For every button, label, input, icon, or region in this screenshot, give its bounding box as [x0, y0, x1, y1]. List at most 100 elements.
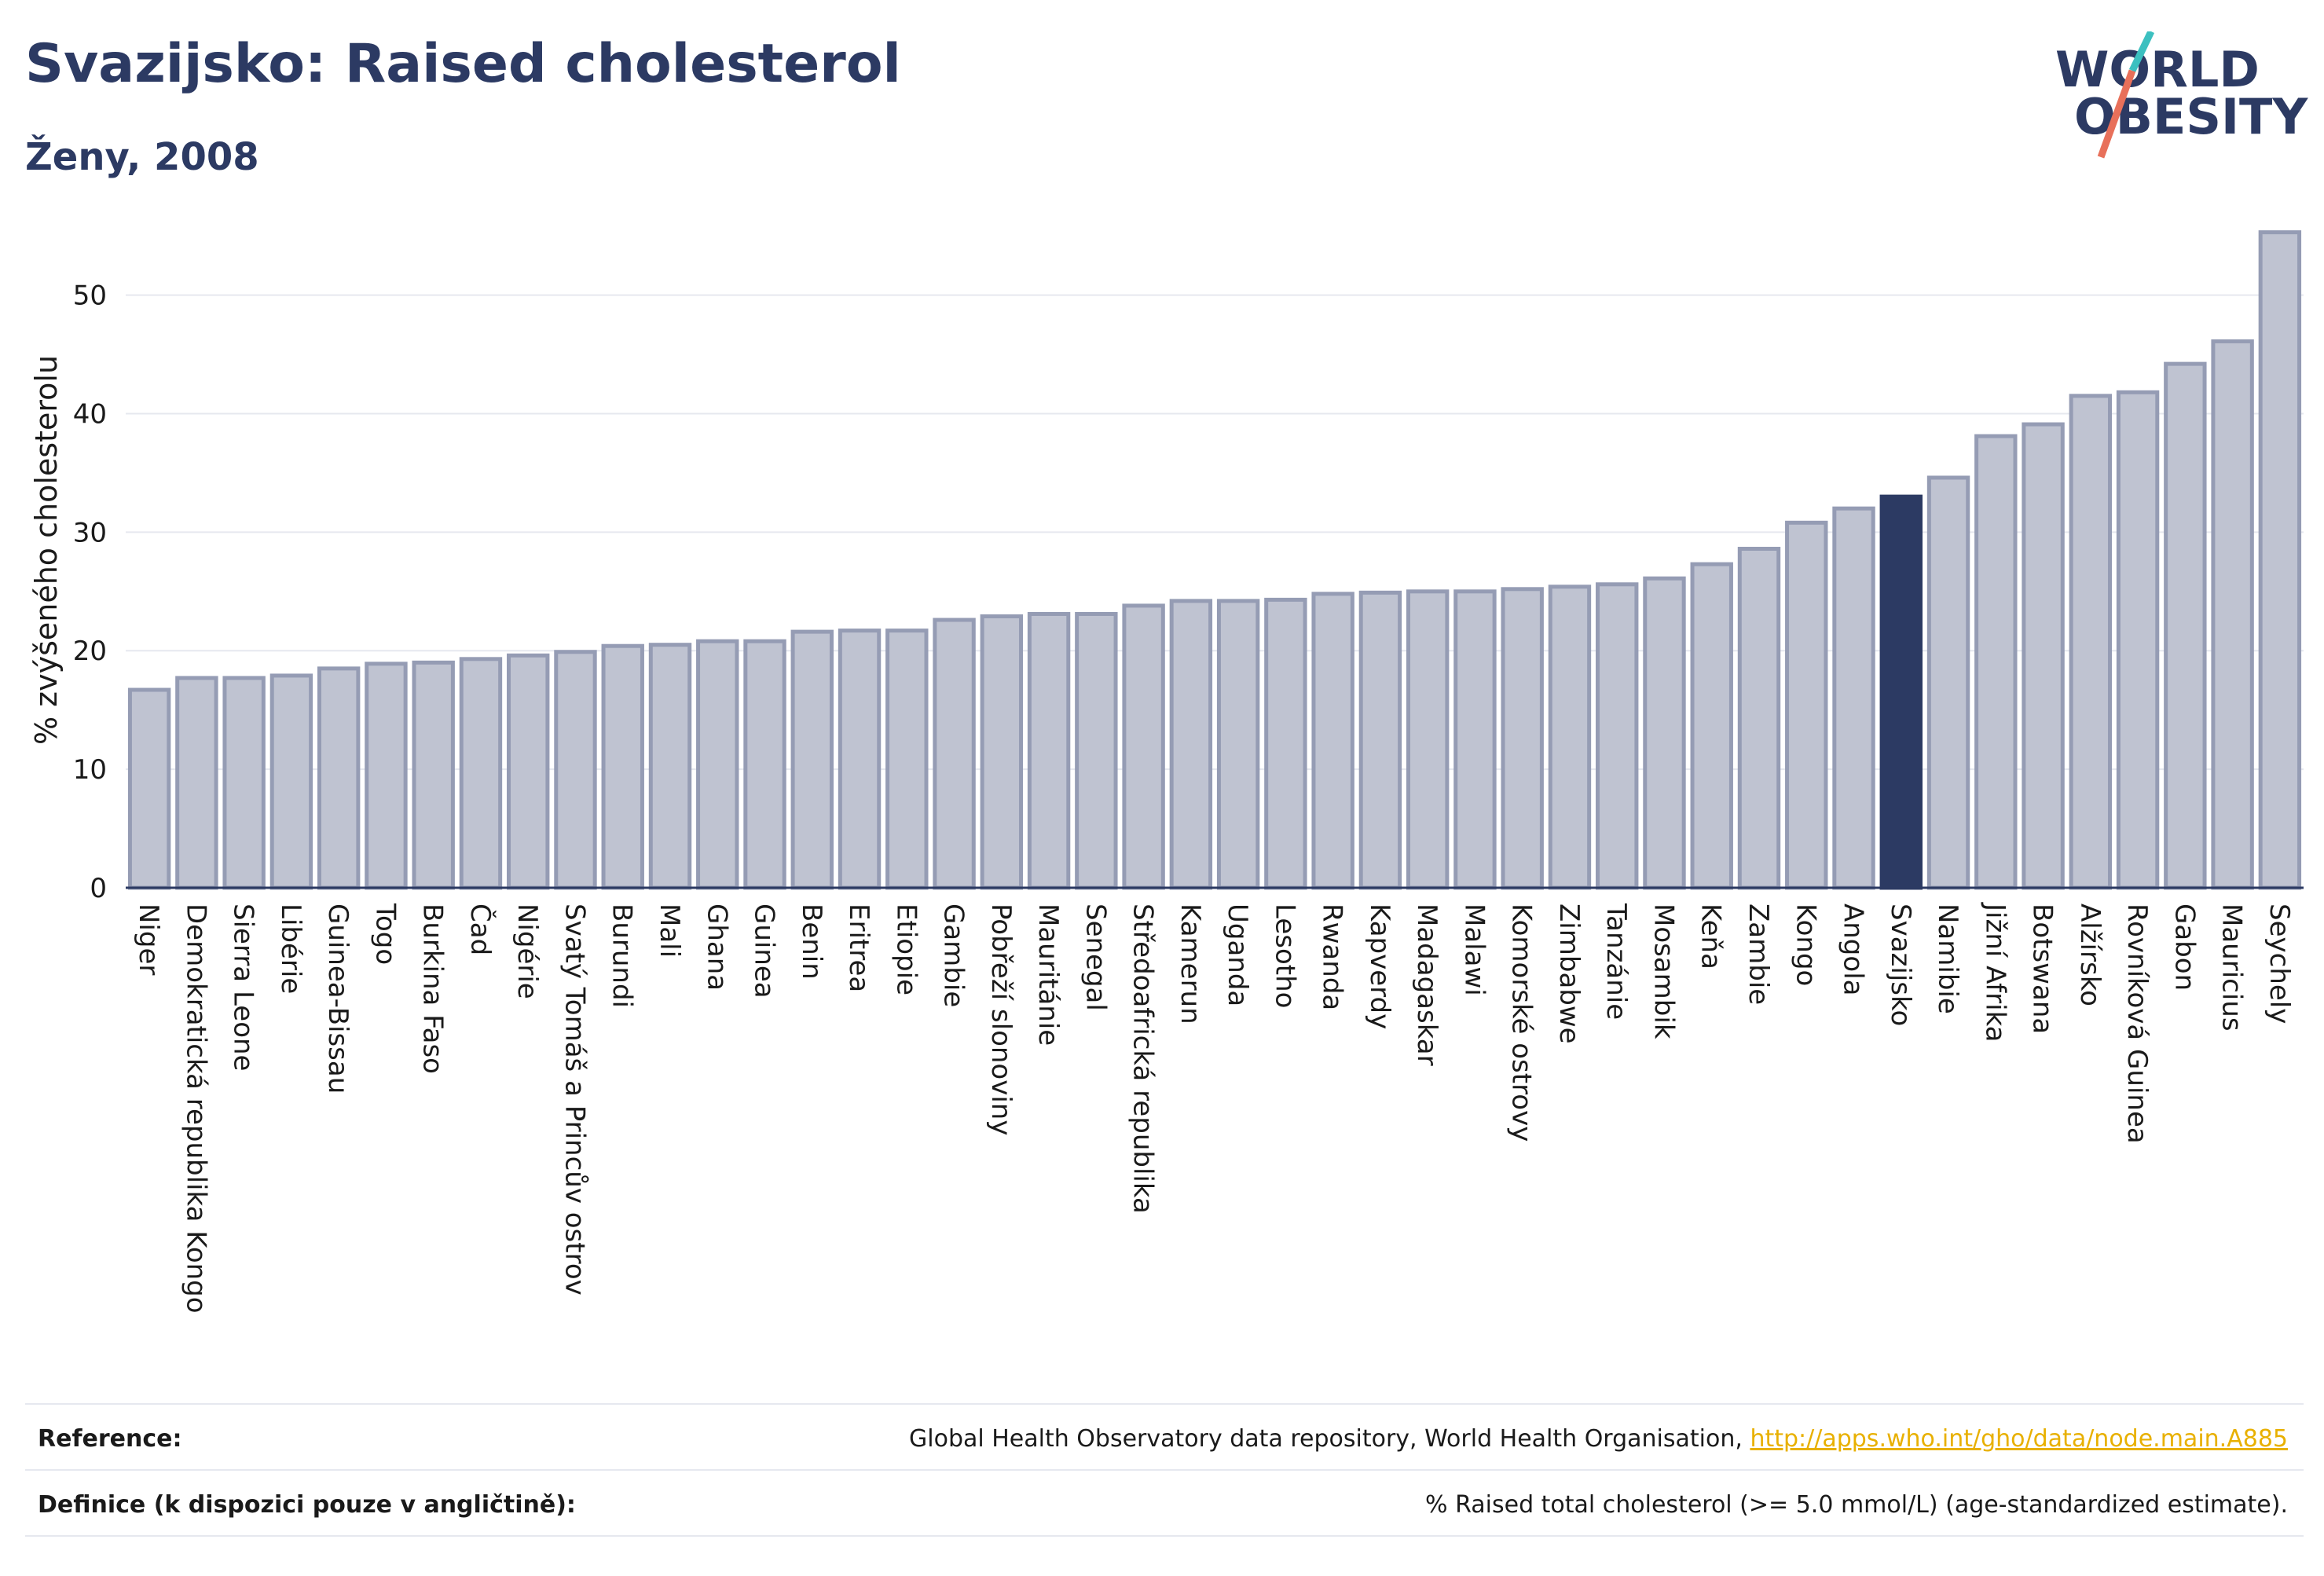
x-tick-label: Kapverdy — [1364, 903, 1395, 1029]
bar — [790, 629, 834, 890]
logo-line1: WORLD — [2055, 41, 2260, 98]
bar — [1832, 506, 1875, 890]
bar — [933, 618, 976, 890]
x-tick-label: Seychely — [2264, 903, 2295, 1024]
x-tick-label: Mauritánie — [1032, 903, 1064, 1046]
world-obesity-logo: WORLD OBESITY — [2055, 31, 2308, 159]
x-tick-label: Gabon — [2168, 903, 2200, 991]
bar — [1596, 582, 1639, 890]
x-tick-label: Tanzánie — [1600, 903, 1632, 1020]
x-tick-label: Guinea — [749, 903, 780, 999]
bar — [554, 650, 597, 890]
bar — [365, 662, 408, 890]
x-tick-label: Čad — [464, 903, 497, 955]
x-tick-label: Kongo — [1790, 903, 1821, 986]
x-tick-label: Lesotho — [1269, 903, 1300, 1008]
x-tick-label: Angola — [1838, 903, 1869, 995]
bar — [1548, 585, 1592, 890]
x-tick-label: Svatý Tomáš a Princův ostrov — [559, 903, 590, 1296]
logo-slash-coral — [2097, 69, 2136, 159]
bar — [1737, 546, 1781, 890]
bar — [1264, 597, 1307, 890]
bar — [222, 676, 266, 890]
bar — [1690, 562, 1733, 890]
bar — [1453, 589, 1497, 890]
reference-text: Global Health Observatory data repositor… — [909, 1425, 1750, 1453]
x-tick-label: Svazijsko — [1885, 903, 1916, 1026]
x-tick-label: Demokratická republika Kongo — [180, 903, 211, 1314]
bar — [1926, 475, 1970, 890]
y-tick-label: 10 — [73, 754, 107, 786]
bar — [648, 643, 692, 890]
bar — [2116, 390, 2160, 890]
bar — [2211, 339, 2254, 890]
x-tick-label: Niger — [133, 903, 164, 975]
footer-divider-top — [25, 1403, 2304, 1405]
x-tick-label: Nigérie — [511, 903, 543, 999]
bar — [2022, 422, 2065, 890]
bar-highlight — [1879, 494, 1923, 890]
x-tick-label: Sierra Leone — [228, 903, 259, 1071]
x-tick-label: Zambie — [1743, 903, 1774, 1005]
y-tick-label: 20 — [73, 636, 107, 667]
x-tick-label: Ghana — [701, 903, 732, 991]
y-tick-label: 0 — [90, 873, 107, 904]
reference-value: Global Health Observatory data repositor… — [909, 1425, 2288, 1453]
y-axis-label: % zvýšeného cholesterolu — [29, 355, 64, 745]
bar — [885, 629, 929, 890]
y-tick-label: 50 — [73, 280, 107, 312]
bar — [2258, 230, 2302, 890]
bar — [412, 660, 455, 890]
bar — [317, 666, 361, 890]
x-tick-label: Pobřeží slonoviny — [985, 903, 1017, 1135]
x-tick-label: Středoafrická republika — [1127, 903, 1159, 1214]
bar — [127, 687, 171, 890]
definition-value: % Raised total cholesterol (>= 5.0 mmol/… — [1425, 1491, 2288, 1519]
bar — [1501, 587, 1544, 890]
x-tick-label: Rovníková Guinea — [2121, 903, 2153, 1144]
bar — [459, 657, 503, 890]
reference-label: Reference: — [38, 1425, 182, 1453]
x-tick-label: Rwanda — [1317, 903, 1348, 1010]
page-subtitle: Ženy, 2008 — [25, 135, 259, 179]
x-tick-label: Malawi — [1458, 903, 1490, 996]
bar — [2164, 361, 2207, 890]
bar-chart: 0 10 20 30 40 50 % zvýšeného cholesterolu Niger… — [29, 230, 2304, 1314]
x-tick-label: Komorské ostrovy — [1506, 903, 1538, 1142]
bar — [1216, 599, 1260, 890]
bar — [980, 614, 1024, 890]
x-tick-label: Mali — [654, 903, 685, 958]
x-tick-label: Uganda — [1222, 903, 1253, 1006]
y-tick-label: 30 — [73, 517, 107, 548]
bar — [838, 629, 882, 890]
bar — [1075, 611, 1118, 890]
x-tick-label: Alžírsko — [2074, 903, 2106, 1006]
footer-divider-middle — [25, 1469, 2304, 1471]
bar — [1358, 590, 1402, 890]
bar — [1027, 611, 1071, 890]
x-tick-label: Gambie — [938, 903, 970, 1007]
x-tick-label: Etiopie — [890, 903, 922, 995]
x-tick-label: Madagaskar — [1411, 903, 1442, 1066]
bar — [743, 639, 786, 890]
bar — [175, 676, 218, 890]
bar — [601, 643, 644, 890]
x-tick-label: Mosambik — [1648, 903, 1679, 1039]
bar — [2069, 394, 2113, 890]
bar — [269, 673, 313, 890]
definition-label: Definice (k dispozici pouze v angličtině… — [38, 1491, 576, 1519]
footer-divider-bottom — [25, 1535, 2304, 1537]
bar — [507, 653, 550, 890]
x-tick-label: Jižní Afrika — [1979, 902, 2011, 1043]
x-tick-label: Burundi — [607, 903, 638, 1008]
reference-link[interactable]: http://apps.who.int/gho/data/node.main.A… — [1750, 1425, 2288, 1453]
x-tick-label: Togo — [369, 903, 401, 965]
y-tick-label: 40 — [73, 398, 107, 430]
logo-slash-teal — [2128, 31, 2155, 72]
x-tick-label: Burkina Faso — [417, 903, 449, 1074]
page-title: Svazijsko: Raised cholesterol — [25, 33, 901, 95]
bar — [1406, 589, 1450, 890]
bar — [696, 639, 739, 890]
x-tick-label: Kamerun — [1175, 903, 1206, 1024]
x-tick-label: Keňa — [1695, 903, 1727, 969]
